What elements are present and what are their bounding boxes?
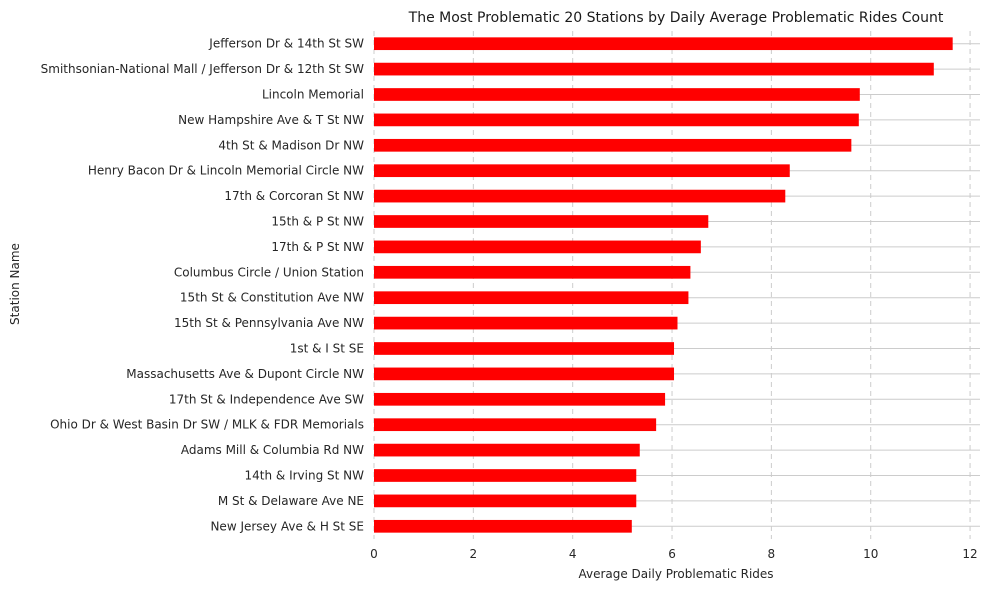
bar (374, 443, 640, 457)
bar (374, 189, 786, 203)
y-tick-label: Jefferson Dr & 14th St SW (208, 37, 364, 51)
x-tick-labels: 0 2 4 6 8 10 12 (370, 547, 978, 561)
y-tick-label: Massachusetts Ave & Dupont Circle NW (126, 367, 364, 381)
y-axis-label: Station Name (8, 243, 22, 325)
x-tick-label: 4 (569, 547, 577, 561)
bars (374, 37, 953, 533)
y-tick-label: Adams Mill & Columbia Rd NW (181, 443, 364, 457)
grid (373, 31, 980, 539)
bar (374, 342, 675, 355)
x-tick-label: 0 (370, 547, 378, 561)
bar (374, 418, 657, 432)
y-tick-label: Lincoln Memorial (262, 88, 364, 102)
bar (374, 316, 678, 330)
y-tick-label: 17th St & Independence Ave SW (169, 392, 364, 406)
bar (374, 367, 675, 381)
x-tick-label: 2 (470, 547, 478, 561)
bar (374, 113, 859, 127)
bar (374, 494, 637, 508)
y-tick-label: 14th & Irving St NW (245, 469, 365, 483)
y-tick-label: New Jersey Ave & H St SE (210, 519, 364, 533)
y-tick-label: 4th St & Madison Dr NW (218, 138, 364, 152)
bar (374, 62, 934, 76)
x-tick-label: 8 (768, 547, 776, 561)
y-tick-label: Ohio Dr & West Basin Dr SW / MLK & FDR M… (50, 418, 364, 432)
y-tick-label: Columbus Circle / Union Station (174, 265, 364, 279)
bar (374, 240, 701, 254)
x-tick-label: 10 (863, 547, 878, 561)
bar (374, 37, 953, 51)
y-tick-label: M St & Delaware Ave NE (218, 494, 364, 508)
y-tick-label: 15th St & Constitution Ave NW (180, 291, 364, 305)
x-tick-label: 6 (668, 547, 676, 561)
y-tick-labels: Jefferson Dr & 14th St SW Smithsonian-Nat… (41, 37, 364, 534)
bar (374, 291, 689, 305)
bar (374, 519, 632, 533)
y-tick-label: Henry Bacon Dr & Lincoln Memorial Circle… (88, 164, 364, 178)
bar (374, 138, 852, 152)
y-tick-label: Smithsonian-National Mall / Jefferson Dr… (41, 62, 364, 76)
bar (374, 392, 666, 406)
y-tick-label: 15th St & Pennsylvania Ave NW (174, 316, 364, 330)
y-tick-label: 17th & P St NW (271, 240, 364, 254)
bar (374, 215, 709, 228)
x-axis-label: Average Daily Problematic Rides (578, 567, 773, 581)
y-tick-label: 1st & I St SE (290, 342, 364, 356)
bar (374, 265, 691, 279)
x-tick-label: 12 (962, 547, 977, 561)
chart-title: The Most Problematic 20 Stations by Dail… (408, 10, 944, 26)
bar (374, 164, 790, 178)
y-tick-label: New Hampshire Ave & T St NW (178, 113, 364, 127)
y-tick-label: 17th & Corcoran St NW (224, 189, 364, 203)
y-tick-label: 15th & P St NW (271, 215, 364, 229)
bar (374, 469, 637, 482)
bar (374, 88, 860, 101)
